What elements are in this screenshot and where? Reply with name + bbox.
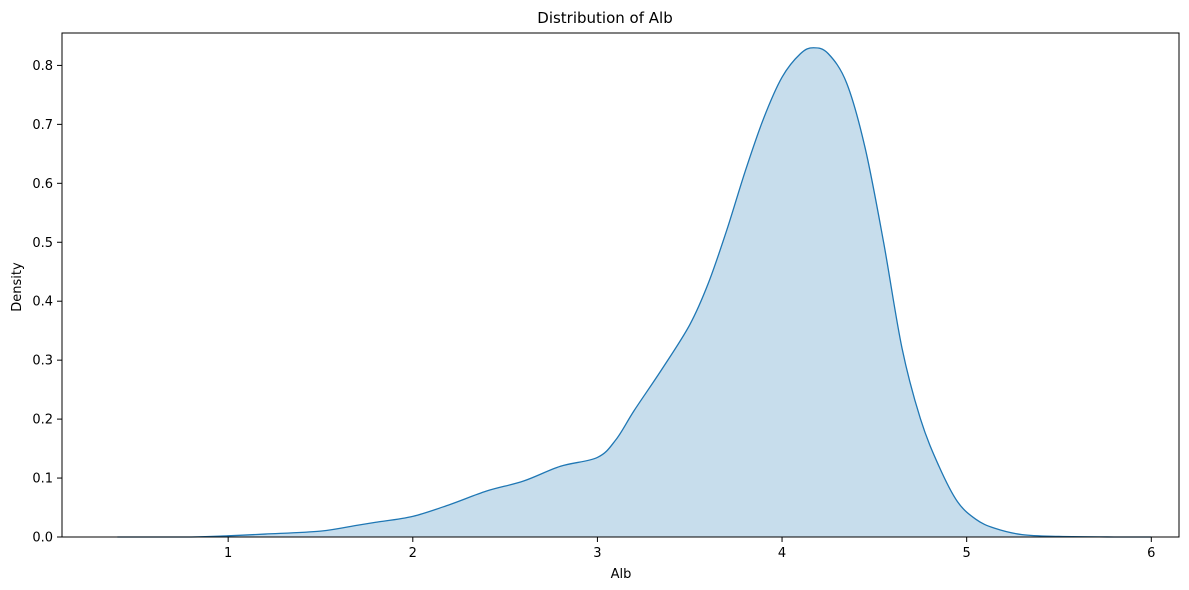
x-tick-label: 3 bbox=[593, 546, 601, 561]
x-axis: 1 2 3 4 5 6 bbox=[224, 537, 1155, 561]
y-tick-label: 0.5 bbox=[32, 236, 53, 251]
y-tick-label: 0.0 bbox=[32, 531, 53, 546]
y-axis-label: Density bbox=[10, 262, 25, 312]
plot-area bbox=[117, 47, 1152, 538]
x-tick-label: 5 bbox=[963, 546, 971, 561]
y-tick-label: 0.6 bbox=[32, 177, 53, 192]
density-fill bbox=[117, 47, 1152, 538]
x-tick-label: 6 bbox=[1147, 546, 1155, 561]
chart-title: Distribution of Alb bbox=[537, 9, 672, 27]
x-axis-label: Alb bbox=[611, 567, 632, 582]
y-tick-label: 0.1 bbox=[32, 472, 53, 487]
density-line bbox=[117, 47, 1152, 538]
y-tick-label: 0.4 bbox=[32, 295, 53, 310]
x-tick-label: 2 bbox=[409, 546, 417, 561]
y-tick-label: 0.3 bbox=[32, 354, 53, 369]
x-tick-label: 1 bbox=[224, 546, 232, 561]
y-tick-label: 0.2 bbox=[32, 413, 53, 428]
plot-frame bbox=[61, 32, 1180, 538]
y-tick-label: 0.7 bbox=[32, 118, 53, 133]
y-axis: 0.0 0.1 0.2 0.3 0.4 0.5 0.6 0.7 0.8 bbox=[32, 59, 62, 546]
x-tick-label: 4 bbox=[778, 546, 786, 561]
y-tick-label: 0.8 bbox=[32, 59, 53, 74]
